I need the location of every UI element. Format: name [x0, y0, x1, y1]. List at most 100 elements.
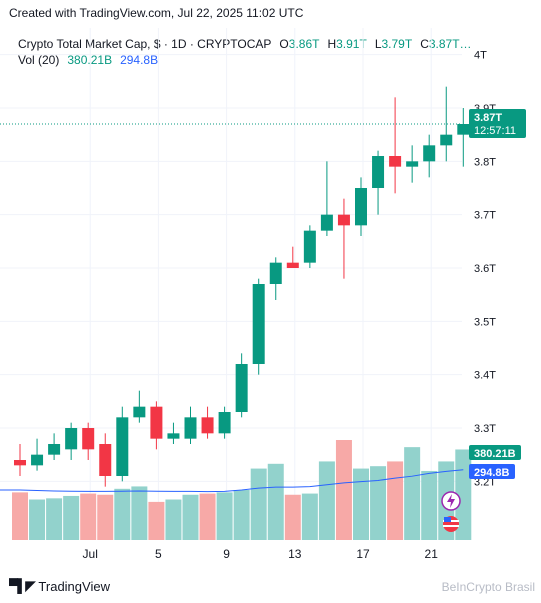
- volume-bar: [335, 440, 352, 540]
- volume-ma-polyline: [0, 469, 464, 493]
- candle: [320, 161, 333, 236]
- candle: [218, 406, 231, 439]
- candle: [337, 198, 350, 279]
- volume-bar: [421, 470, 438, 540]
- candle-body: [389, 156, 402, 167]
- price-axis-label: 3.3T: [474, 423, 496, 435]
- candle-body: [440, 134, 453, 146]
- price-axis-label: 3.5T: [474, 316, 496, 328]
- candle-body: [14, 460, 26, 466]
- time-axis[interactable]: Jul 5 9 13 17 21: [83, 547, 439, 561]
- time-axis-label: 13: [288, 547, 302, 561]
- last-price-tag-bg: [469, 109, 526, 138]
- price-axis-label: 3.7T: [474, 210, 496, 222]
- candle-body: [286, 262, 299, 268]
- candle-body: [99, 444, 112, 476]
- candle: [167, 422, 180, 444]
- volume-bar: [370, 466, 387, 540]
- volume-bar: [387, 461, 404, 540]
- candle-body: [320, 214, 333, 231]
- price-axis-label: 3.8T: [474, 156, 496, 168]
- candle-body: [48, 444, 61, 455]
- volume-bar: [455, 449, 472, 540]
- volume-bar: [12, 492, 28, 540]
- tradingview-logo-icon: ▀▌◤: [9, 578, 35, 593]
- volume-bar: [216, 492, 233, 540]
- countdown-tag: 12:57:11: [474, 125, 516, 137]
- volume-bar: [301, 493, 318, 540]
- candle-body: [116, 417, 129, 476]
- time-axis-label: 9: [223, 547, 230, 561]
- candle: [355, 177, 367, 236]
- low-value: 3.79T: [381, 37, 413, 51]
- candle-body: [355, 188, 367, 226]
- legend-ellipsis: …: [459, 37, 472, 51]
- candle: [150, 401, 163, 450]
- candle: [116, 406, 129, 482]
- candle-body: [423, 145, 436, 162]
- volume-ma-value: 294.8B: [120, 53, 159, 67]
- volume-bar: [267, 463, 284, 540]
- candle: [389, 97, 402, 194]
- candle-body: [337, 214, 350, 226]
- last-price-tag: 3.87T: [474, 112, 502, 124]
- flag-icon[interactable]: [443, 516, 459, 532]
- candle: [286, 246, 299, 268]
- volume-ma-tag-bg: [469, 464, 515, 479]
- chart-caption: Created with TradingView.com, Jul 22, 20…: [9, 6, 304, 20]
- volume-bar: [353, 468, 369, 540]
- candle-body: [65, 428, 78, 450]
- price-axis-label: 3.6T: [474, 263, 496, 275]
- candlestick-chart[interactable]: 4T3.9T3.8T3.7T3.6T3.5T3.4T3.3T3.2T Jul59…: [0, 28, 541, 574]
- candle: [65, 422, 78, 460]
- candle-body: [31, 454, 44, 466]
- candle: [133, 390, 146, 423]
- price-axis-label: 3.2T: [474, 476, 496, 488]
- candle-body: [133, 406, 146, 418]
- price-axis-label: 4T: [474, 50, 487, 62]
- volume-bar: [97, 494, 114, 540]
- candle-body: [82, 428, 95, 450]
- close-label: C: [420, 37, 429, 51]
- low-label: L: [374, 37, 382, 51]
- volume-tag-bg: [469, 445, 521, 460]
- volume-label[interactable]: Vol (20): [18, 53, 60, 67]
- candle-body: [457, 124, 470, 135]
- volume-bar: [165, 499, 182, 540]
- candle: [423, 134, 436, 178]
- time-axis-label: 21: [425, 547, 439, 561]
- symbol-title[interactable]: Crypto Total Market Cap, $ · 1D · CRYPTO…: [18, 37, 272, 51]
- alert-icon[interactable]: [441, 491, 461, 511]
- candle: [269, 257, 282, 300]
- time-axis-label: 5: [155, 547, 162, 561]
- volume-bar: [63, 495, 80, 540]
- candle: [99, 433, 112, 487]
- candle-body: [150, 406, 163, 439]
- time-axis-label: Jul: [83, 547, 98, 561]
- volume-bar: [199, 493, 216, 540]
- price-axis-label: 3.4T: [474, 370, 496, 382]
- volume-bar: [318, 461, 335, 540]
- price-tags: 3.87T 12:57:11 380.21B 294.8B: [469, 109, 526, 479]
- volume-bar: [233, 490, 250, 540]
- candles: [14, 86, 470, 487]
- candle-body: [201, 417, 214, 434]
- volume-bar: [29, 499, 46, 540]
- candle: [184, 406, 197, 444]
- volume-bar: [404, 447, 421, 540]
- candle: [201, 406, 214, 439]
- candle: [48, 433, 61, 460]
- volume-bar: [182, 494, 199, 540]
- volume-bars: [12, 440, 472, 540]
- candle-body: [184, 417, 197, 439]
- candle-body: [303, 230, 316, 263]
- high-label: H: [327, 37, 337, 51]
- open-label: O: [279, 37, 289, 51]
- open-value: 3.86T: [288, 37, 320, 51]
- candle: [31, 438, 44, 471]
- candle-body: [235, 364, 248, 412]
- candle-body: [167, 433, 180, 439]
- volume-ma-line: [0, 469, 464, 493]
- volume-bar: [250, 468, 267, 540]
- close-value: 3.87T: [428, 37, 460, 51]
